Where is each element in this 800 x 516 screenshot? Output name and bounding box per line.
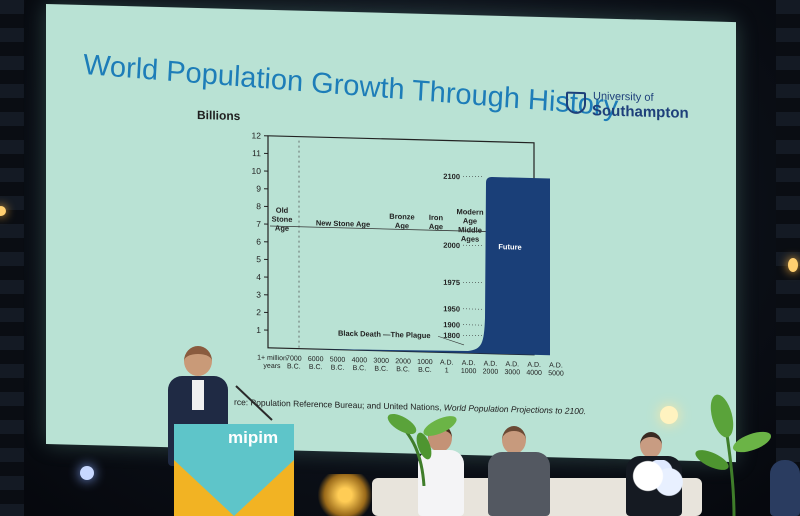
year-marker-label: 1975 (443, 278, 460, 287)
y-tick-label: 6 (256, 237, 261, 247)
y-tick-label: 9 (256, 184, 261, 194)
x-tick-label: A.D.3000 (505, 361, 521, 376)
year-marker-label: 1950 (443, 304, 460, 313)
stage-light-floor (80, 466, 94, 480)
y-tick-label: 7 (256, 219, 261, 229)
y-tick-label: 12 (252, 130, 262, 140)
era-label: BronzeAge (389, 212, 414, 231)
y-tick-label: 3 (256, 290, 261, 300)
y-tick-label: 2 (256, 307, 261, 317)
x-tick-label: 1000B.C. (417, 359, 433, 374)
x-tick-label: A.D.1 (440, 359, 454, 374)
y-tick-label: 4 (256, 272, 261, 282)
left-plant-icon (387, 413, 457, 486)
panelist-4 (770, 450, 800, 516)
x-tick-label: A.D.5000 (548, 362, 564, 377)
era-label: OldStoneAge (272, 205, 293, 233)
floor-lamp (660, 406, 678, 424)
x-tick-label: 6000B.C. (308, 356, 324, 371)
event-brand: mipim (228, 428, 279, 447)
x-tick-label: 3000B.C. (373, 358, 389, 373)
flower-arrangement (630, 460, 690, 500)
y-tick-label: 11 (252, 148, 261, 158)
year-marker-label: 2100 (443, 172, 460, 181)
event-label: Black Death —The Plague (338, 329, 431, 340)
x-tick-label: A.D.1000 (461, 360, 477, 375)
event-pointer (437, 335, 465, 346)
y-tick-label: 10 (252, 166, 262, 176)
x-tick-label: A.D.4000 (526, 362, 542, 377)
projection-screen: World Population Growth Through History … (46, 4, 736, 463)
stage-light-left (0, 206, 6, 216)
stage-light-bank (318, 474, 372, 516)
left-truss (0, 0, 24, 516)
era-label: ModernAgeMiddleAges (456, 207, 483, 244)
future-label: Future (498, 242, 521, 252)
year-marker-label: 1800 (443, 331, 460, 340)
stage-light-right (788, 258, 798, 272)
year-marker-label: 2000 (443, 241, 460, 250)
population-area (308, 177, 550, 356)
x-tick-label: 2000B.C. (395, 358, 411, 373)
y-tick-label: 5 (256, 254, 261, 264)
right-truss (776, 0, 800, 516)
y-tick-label: 8 (256, 201, 261, 211)
microphone-icon (235, 385, 273, 421)
right-plant-icon (695, 394, 771, 516)
x-tick-label: 1+ millionyears (257, 355, 287, 371)
year-marker-label: 1900 (443, 320, 460, 329)
era-label: IronAge (429, 213, 444, 231)
x-tick-label: 7000B.C. (286, 355, 302, 370)
x-tick-label: 5000B.C. (330, 356, 346, 371)
podium: mipim (174, 424, 294, 516)
x-tick-label: A.D.2000 (483, 360, 499, 375)
panelist-2 (486, 426, 556, 516)
era-timeline (270, 225, 494, 233)
era-label: New Stone Age (316, 218, 370, 228)
x-tick-label: 4000B.C. (352, 357, 368, 372)
y-tick-label: 1 (256, 325, 261, 335)
